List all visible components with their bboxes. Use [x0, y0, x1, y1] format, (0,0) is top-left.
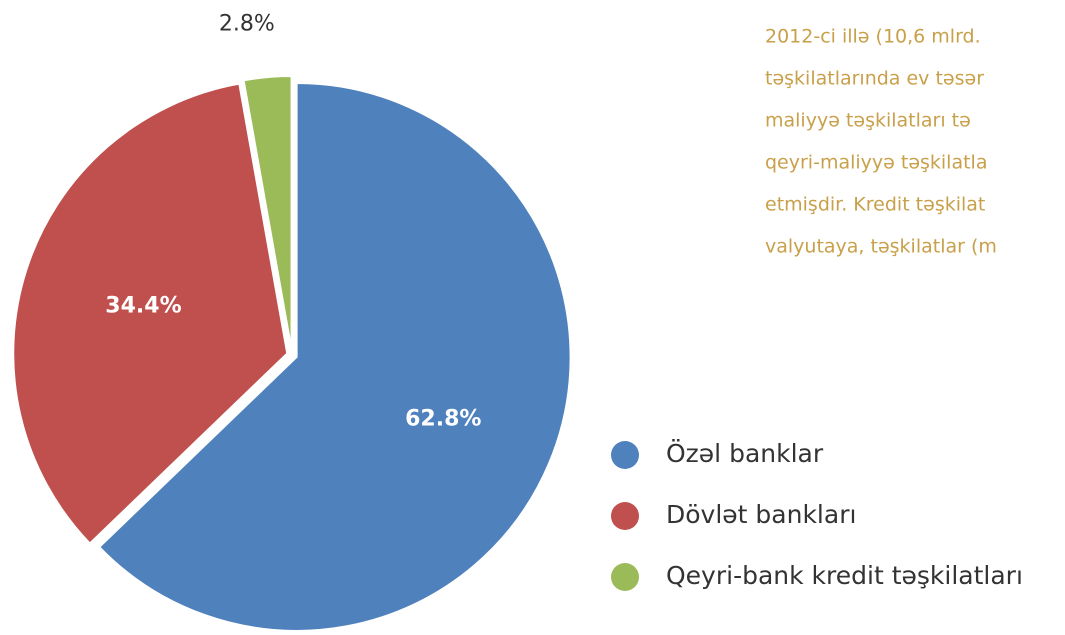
legend-label: Dövlət bankları: [666, 500, 856, 529]
paragraph-line: valyutaya, təşkilatlar (m: [765, 236, 997, 258]
paragraph-line: qeyri-maliyyə təşkilatla: [765, 152, 987, 174]
data-label: 34.4%: [105, 294, 181, 319]
pie-slice: [242, 75, 293, 351]
legend-label: Özəl banklar: [666, 439, 824, 468]
data-label: 62.8%: [405, 406, 481, 431]
legend-swatch: [611, 502, 639, 530]
legend-label: Qeyri-bank kredit təşkilatları: [666, 561, 1023, 590]
paragraph-line: maliyyə təşkilatları tə: [765, 110, 971, 132]
legend-swatch: [611, 563, 639, 591]
paragraph-line: təşkilatlarında ev təsər: [765, 68, 984, 90]
legend-swatch: [611, 441, 639, 469]
pie-slice: [12, 82, 289, 545]
data-label: 2.8%: [219, 11, 275, 36]
pie-slice: [97, 81, 572, 632]
paragraph-line: 2012-ci illə (10,6 mlrd.: [765, 26, 981, 48]
paragraph-line: etmişdir. Kredit təşkilat: [765, 194, 985, 216]
